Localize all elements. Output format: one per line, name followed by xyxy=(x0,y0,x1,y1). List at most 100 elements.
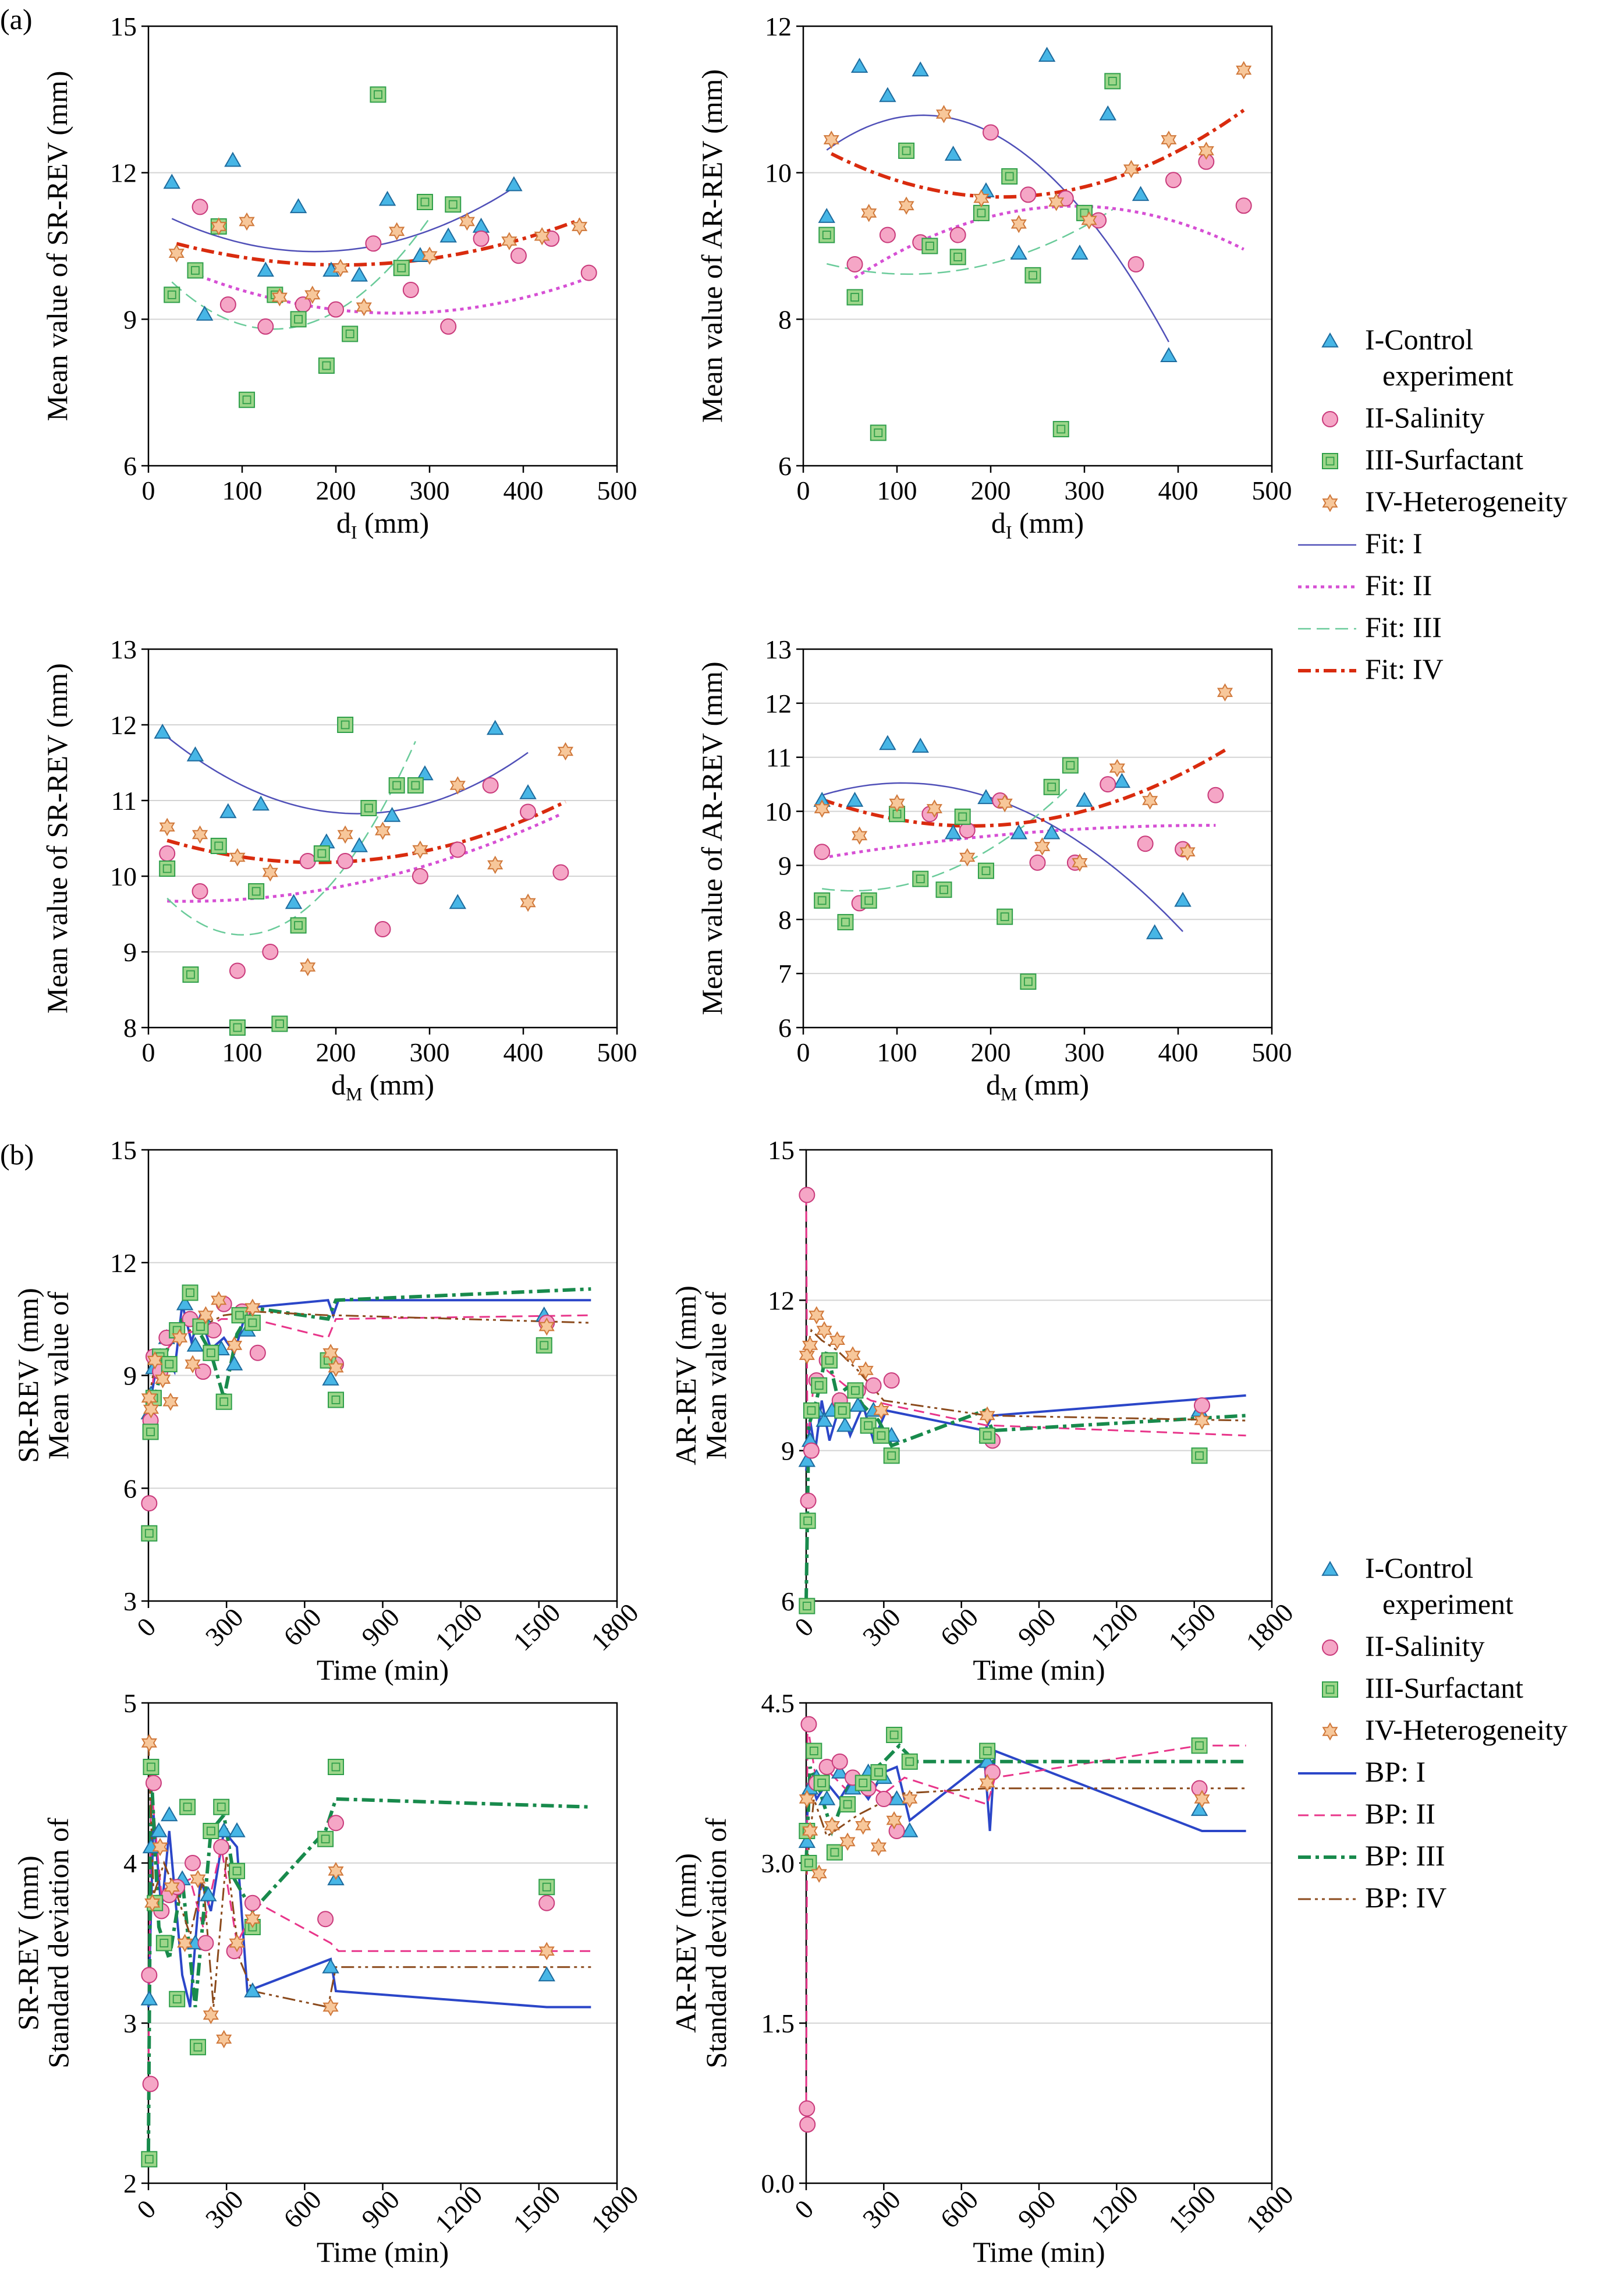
data-point-IV xyxy=(1109,759,1125,777)
data-point-II xyxy=(1191,1780,1208,1797)
x-tick-label: 300 xyxy=(857,2184,906,2234)
data-point-II xyxy=(846,256,863,272)
y-tick-label: 4 xyxy=(123,1848,137,1878)
data-point-III xyxy=(813,1775,830,1791)
y-tick-label: 9 xyxy=(778,851,792,880)
x-tick-label: 0 xyxy=(131,2194,161,2224)
data-point-II xyxy=(192,199,208,215)
data-point-II xyxy=(1137,835,1154,852)
data-point-IV xyxy=(534,227,550,246)
data-point-III xyxy=(142,1423,159,1440)
data-point-I xyxy=(846,791,864,807)
data-point-I xyxy=(200,1886,217,1901)
bp-line-III xyxy=(147,1287,591,1436)
data-point-I xyxy=(977,789,995,805)
x-tick-label: 1500 xyxy=(507,2180,566,2239)
bp-line-IV xyxy=(805,1787,1246,1874)
data-point-IV xyxy=(192,825,208,844)
x-tick-label: 1200 xyxy=(1085,2180,1144,2239)
legend-label: BP: I xyxy=(1365,1755,1426,1788)
data-point-IV xyxy=(829,1331,845,1350)
data-point-III xyxy=(799,1598,815,1614)
data-point-I xyxy=(285,894,303,909)
legend-label: Fit: IV xyxy=(1365,653,1444,685)
data-point-II xyxy=(1029,854,1046,871)
data-point-II xyxy=(197,1935,214,1952)
y-tick-label: 12 xyxy=(110,158,137,188)
legend-label: IV-Heterogeneity xyxy=(1365,485,1568,518)
data-point-IV xyxy=(1194,1411,1210,1430)
data-point-I xyxy=(378,190,396,206)
data-point-I xyxy=(1076,791,1093,807)
legend-label: III-Surfactant xyxy=(1365,1671,1523,1704)
x-axis-label: dI (mm) xyxy=(336,507,429,543)
data-point-IV xyxy=(873,1401,889,1420)
data-point-III xyxy=(1043,778,1060,795)
data-point-III xyxy=(189,2039,206,2056)
data-point-I xyxy=(1132,186,1150,201)
data-point-III xyxy=(806,1742,822,1759)
data-point-I xyxy=(1113,773,1131,788)
data-point-III xyxy=(898,142,915,159)
data-point-III xyxy=(229,1862,246,1879)
data-point-IV xyxy=(857,1361,874,1380)
data-point-I xyxy=(449,894,467,909)
data-point-IV xyxy=(141,1734,157,1752)
data-point-I xyxy=(176,1295,194,1311)
data-point-III xyxy=(870,424,887,441)
data-point-III xyxy=(1191,1447,1208,1464)
fit-line-IV xyxy=(830,108,1245,199)
y-tick-label: 12 xyxy=(110,710,137,740)
legend-label: II-Salinity xyxy=(1365,1630,1485,1662)
data-point-IV xyxy=(229,1933,245,1953)
data-point-I xyxy=(163,173,180,189)
data-point-III xyxy=(870,1764,887,1781)
data-point-IV xyxy=(164,1878,180,1896)
data-point-IV xyxy=(239,212,255,231)
data-point-IV xyxy=(1034,837,1051,856)
data-point-IV xyxy=(197,1306,214,1324)
data-point-III xyxy=(328,1391,344,1408)
data-point-I xyxy=(798,1451,816,1467)
data-point-II xyxy=(875,1791,892,1807)
data-point-III xyxy=(818,226,835,243)
data-point-II xyxy=(1100,776,1116,793)
data-point-IV xyxy=(979,1773,995,1793)
data-point-IV xyxy=(538,1942,555,1960)
data-point-III xyxy=(229,1019,246,1036)
legend-item: II-Salinity xyxy=(1322,401,1485,434)
x-tick-label: 400 xyxy=(503,1037,544,1067)
data-point-II xyxy=(538,1894,555,1911)
data-point-III xyxy=(416,194,433,210)
x-tick-label: 900 xyxy=(356,1602,405,1652)
data-point-I xyxy=(1071,245,1088,260)
data-point-II xyxy=(800,1716,817,1733)
data-point-IV xyxy=(487,855,503,874)
y-tick-label: 4.5 xyxy=(761,1688,795,1718)
y-tick-label: 6 xyxy=(778,451,792,481)
data-point-III xyxy=(1001,168,1018,185)
y-tick-label: 10 xyxy=(765,797,792,827)
data-point-III xyxy=(847,1382,864,1399)
x-tick-label: 600 xyxy=(934,2184,984,2234)
data-point-I xyxy=(519,784,537,799)
data-point-IV xyxy=(374,821,391,840)
y-tick-label: 5 xyxy=(123,1688,137,1718)
data-point-IV xyxy=(185,1355,201,1373)
data-point-III xyxy=(935,881,952,898)
data-point-II xyxy=(440,318,457,335)
data-point-III xyxy=(342,325,359,342)
data-point-I xyxy=(196,305,214,321)
x-tick-label: 900 xyxy=(1012,2184,1062,2234)
data-point-IV xyxy=(190,1869,206,1889)
x-tick-label: 1800 xyxy=(1240,1598,1299,1656)
data-point-II xyxy=(141,1495,158,1512)
plot-frame xyxy=(802,648,1273,1029)
data-point-II xyxy=(799,2116,816,2133)
data-point-I xyxy=(244,1982,261,1998)
data-point-III xyxy=(239,391,256,408)
data-point-III xyxy=(901,1753,918,1770)
data-point-IV xyxy=(802,1336,818,1355)
fit-line-IV xyxy=(821,748,1226,828)
data-point-IV xyxy=(501,232,517,250)
